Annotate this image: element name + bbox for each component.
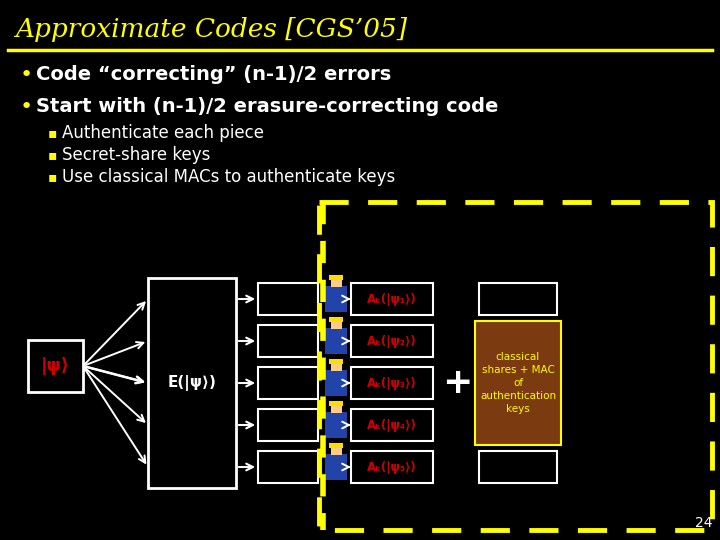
Text: ▪: ▪ (48, 126, 58, 140)
Bar (325, 328, 347, 354)
Text: •: • (20, 97, 33, 117)
Bar (258, 325, 318, 357)
Text: E(|ψ⟩): E(|ψ⟩) (168, 375, 217, 391)
Text: Authenticate each piece: Authenticate each piece (62, 124, 264, 142)
Bar (330, 403, 341, 413)
Text: Start with (n-1)/2 erasure-correcting code: Start with (n-1)/2 erasure-correcting co… (36, 98, 498, 117)
Bar (330, 445, 341, 455)
Text: classical
shares + MAC
of
authentication
keys: classical shares + MAC of authentication… (480, 352, 556, 414)
Bar (258, 451, 318, 483)
Bar (329, 401, 343, 406)
Bar (28, 340, 83, 392)
Bar (351, 409, 433, 441)
Text: ▪: ▪ (48, 148, 58, 162)
Bar (351, 325, 433, 357)
Bar (325, 454, 347, 480)
Text: Secret-share keys: Secret-share keys (62, 146, 210, 164)
Bar (258, 367, 318, 399)
Bar (319, 202, 712, 530)
Text: Aₖ(|ψ₄⟩): Aₖ(|ψ₄⟩) (367, 418, 417, 431)
Bar (325, 412, 347, 438)
Bar (330, 361, 341, 371)
Bar (479, 409, 557, 441)
Bar (148, 278, 236, 488)
Text: ▪: ▪ (48, 170, 58, 184)
Bar (258, 283, 318, 315)
Bar (479, 283, 557, 315)
Bar (258, 409, 318, 441)
Bar (351, 283, 433, 315)
Bar (330, 277, 341, 287)
Bar (479, 451, 557, 483)
Text: Aₖ(|ψ₃⟩): Aₖ(|ψ₃⟩) (367, 376, 417, 389)
Text: +: + (442, 366, 472, 400)
Bar (325, 370, 347, 396)
Text: |ψ⟩: |ψ⟩ (41, 357, 70, 375)
Bar (351, 367, 433, 399)
Text: 24: 24 (695, 516, 712, 530)
Text: Use classical MACs to authenticate keys: Use classical MACs to authenticate keys (62, 168, 395, 186)
Bar (479, 367, 557, 399)
Text: Code “correcting” (n-1)/2 errors: Code “correcting” (n-1)/2 errors (36, 65, 391, 84)
Bar (351, 451, 433, 483)
Bar (329, 317, 343, 322)
Bar (329, 443, 343, 448)
Bar (479, 325, 557, 357)
Text: Approximate Codes [CGS’05]: Approximate Codes [CGS’05] (15, 17, 407, 43)
Bar (329, 359, 343, 364)
Text: Aₖ(|ψ₂⟩): Aₖ(|ψ₂⟩) (367, 334, 417, 348)
Bar (329, 275, 343, 280)
Bar (330, 319, 341, 329)
Bar (475, 321, 561, 445)
Text: Aₖ(|ψ₁⟩): Aₖ(|ψ₁⟩) (367, 293, 417, 306)
Text: •: • (20, 65, 33, 85)
Bar (325, 286, 347, 312)
Text: Aₖ(|ψ₅⟩): Aₖ(|ψ₅⟩) (367, 461, 417, 474)
